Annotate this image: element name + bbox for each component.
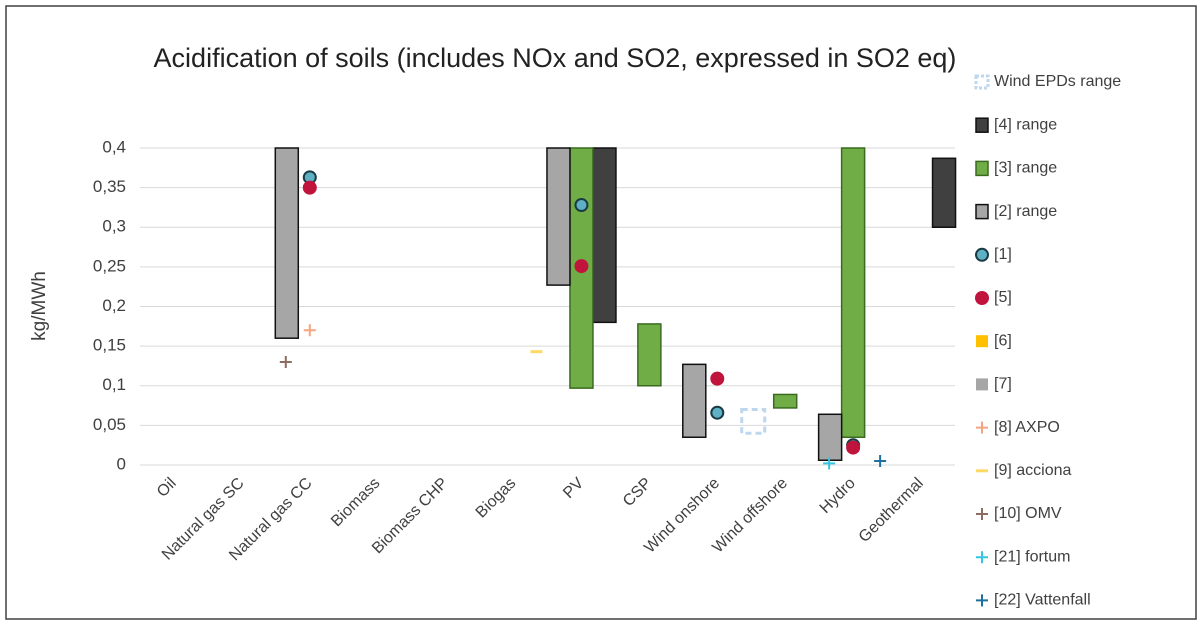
point xyxy=(710,371,725,386)
legend-label: Wind EPDs range xyxy=(994,73,1121,90)
y-tick-label: 0,3 xyxy=(102,217,126,236)
y-tick-label: 0,25 xyxy=(93,256,126,275)
point xyxy=(279,355,292,368)
y-tick-label: 0 xyxy=(117,454,126,473)
legend-label: [6] xyxy=(994,332,1012,349)
legend-swatch xyxy=(976,378,988,391)
legend-swatch xyxy=(976,551,988,564)
point xyxy=(710,405,725,420)
legend-label: [4] range xyxy=(994,116,1057,133)
y-tick-label: 0,1 xyxy=(102,375,126,394)
legend-label: [21] fortum xyxy=(994,548,1070,565)
point xyxy=(302,180,317,195)
legend-swatch xyxy=(975,117,989,133)
y-tick-label: 0,15 xyxy=(93,336,126,355)
range-bar xyxy=(637,323,662,387)
legend-swatch xyxy=(976,421,988,434)
range-bar xyxy=(546,147,571,286)
y-tick-label: 0,2 xyxy=(102,296,126,315)
legend-swatch xyxy=(976,594,988,607)
chart-title: Acidification of soils (includes NOx and… xyxy=(153,43,957,73)
legend-label: [10] OMV xyxy=(994,505,1062,522)
legend-label: [2] range xyxy=(994,203,1057,220)
legend-label: [1] xyxy=(994,246,1012,263)
range-bar xyxy=(817,413,843,461)
legend-label: [3] range xyxy=(994,160,1057,177)
legend-swatch xyxy=(975,203,989,220)
y-tick-label: 0,05 xyxy=(93,415,126,434)
legend-swatch xyxy=(975,247,989,262)
y-tick-label: 0,4 xyxy=(102,137,126,156)
legend-label: [9] acciona xyxy=(994,462,1071,479)
point xyxy=(874,455,887,468)
point xyxy=(574,198,589,213)
legend-swatch xyxy=(976,508,988,520)
range-bar xyxy=(682,363,707,439)
range-bar xyxy=(840,147,866,439)
point xyxy=(846,440,861,455)
legend-swatch xyxy=(975,291,989,305)
range-bar xyxy=(274,147,300,339)
y-tick-label: 0,35 xyxy=(93,177,126,196)
legend-label: [5] xyxy=(994,289,1012,306)
legend-swatch xyxy=(974,74,990,90)
range-bar xyxy=(772,393,798,409)
point xyxy=(823,457,836,470)
range-bar xyxy=(592,147,617,324)
range-bar xyxy=(931,157,957,229)
range-bar xyxy=(740,408,767,435)
y-axis-label: kg/MWh xyxy=(29,271,50,341)
point xyxy=(574,259,589,274)
legend-label: [8] AXPO xyxy=(994,419,1060,436)
legend-label: [22] Vattenfall xyxy=(994,592,1091,609)
legend-swatch xyxy=(976,335,988,348)
legend-swatch xyxy=(975,160,989,177)
legend-label: [7] xyxy=(994,376,1012,393)
point xyxy=(303,324,316,337)
